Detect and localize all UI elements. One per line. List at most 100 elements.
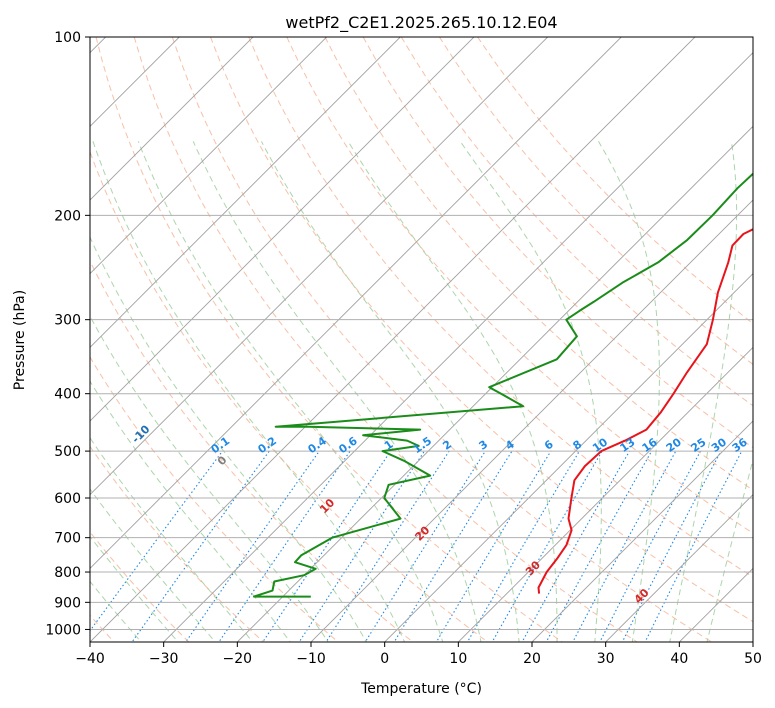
isotherm-line [90, 37, 475, 422]
moist-adiabat-line [90, 380, 291, 642]
mixing-ratio-label: 4 [503, 438, 517, 453]
mixing-ratio-label: 1.5 [411, 434, 434, 456]
isotherm-line [90, 37, 696, 642]
dry-adiabat-line [400, 37, 753, 407]
moist-adiabat-line [260, 141, 520, 642]
moist-adiabat-line [90, 235, 367, 642]
chart-title: wetPf2_C2E1.2025.265.10.12.E04 [285, 13, 557, 33]
profiles [253, 172, 753, 598]
moist-adiabat-line [90, 580, 142, 642]
moist-adiabat-line [92, 141, 406, 642]
plot-frame [89, 36, 754, 643]
x-axis-label: Temperature (°C) [360, 681, 482, 697]
mixing-ratio-line [262, 450, 392, 642]
isotherm-line [531, 420, 753, 642]
mixing-ratio-line [621, 450, 722, 642]
moist-adiabat-line [90, 488, 216, 642]
mixing-ratio-label: 0.4 [306, 434, 330, 456]
isotherm-line [605, 494, 753, 642]
dry-adiabat-line [133, 37, 638, 642]
isobar-grid [90, 37, 753, 630]
y-tick-label: 700 [54, 531, 81, 547]
dry-adiabat-line [362, 37, 753, 449]
temperature-profile [537, 228, 753, 594]
mixing-ratio-label: 20 [664, 435, 684, 455]
mixing-ratio-line [131, 450, 270, 642]
dry-adiabat-line [90, 445, 265, 642]
dewpoint-profile [253, 172, 753, 598]
isotherm-line [90, 37, 622, 569]
moist-adiabat-line [90, 535, 179, 642]
mixing-ratio-line [364, 450, 486, 642]
mixing-ratio-label: 6 [542, 438, 556, 453]
isotherm-line [752, 641, 753, 642]
x-tick-label: −10 [296, 651, 326, 667]
mixing-ratio-label: 3 [477, 438, 491, 453]
moist-adiabat-line [706, 457, 753, 642]
x-tick-label: −40 [75, 651, 105, 667]
adiabat-label: 0 [215, 453, 230, 468]
isotherm-line [90, 37, 180, 127]
y-tick-label: 400 [54, 387, 81, 403]
isotherm-line [457, 346, 753, 642]
mixing-ratio-label: 2 [440, 438, 454, 453]
x-tick-label: 20 [523, 651, 541, 667]
dry-adiabat-line [477, 37, 753, 325]
mixing-ratio-label: 36 [730, 435, 750, 455]
moist-adiabat-line [459, 141, 602, 642]
x-tick-label: 50 [744, 651, 762, 667]
isotherm-line [384, 273, 753, 642]
y-tick-label: 500 [54, 444, 81, 460]
mixing-ratio-label: 8 [571, 438, 585, 453]
adiabat-label: -10 [129, 422, 152, 445]
y-axis-label: Pressure (hPa) [12, 290, 28, 390]
isotherm-line [236, 125, 753, 642]
isotherm-line [90, 37, 549, 496]
mixing-ratio-line [644, 450, 743, 642]
dry-adiabat-line [324, 37, 753, 491]
mixing-ratio-label: 30 [709, 435, 729, 455]
y-axis-ticks: 100 200 300 400 500 600 700 800 900 1000 [45, 30, 90, 638]
mixing-ratio-line [325, 450, 450, 642]
adiabat-label: 30 [523, 558, 543, 578]
x-tick-label: −20 [223, 651, 253, 667]
line-labels: 0.10.20.40.611.52346810131620253036-100-… [0, 373, 750, 606]
dry-adiabat-line [90, 356, 339, 642]
dry-adiabat-line [248, 37, 753, 578]
isotherms [90, 37, 753, 642]
x-tick-label: −30 [149, 651, 179, 667]
isotherm-line [90, 37, 328, 275]
x-axis-ticks: −40 −30 −20 −10 0 10 20 30 40 50 [75, 642, 762, 667]
adiabat-label: 20 [412, 523, 432, 543]
moist-adiabat-line [137, 141, 444, 642]
y-tick-label: 600 [54, 491, 81, 507]
isotherm-line [90, 37, 401, 348]
y-tick-label: 900 [54, 595, 81, 611]
isotherm-line [90, 37, 254, 201]
mixing-ratio-label: 10 [590, 435, 610, 455]
moist-adiabat-line [598, 141, 660, 642]
mixing-ratio-label: 16 [640, 435, 660, 455]
y-tick-label: 300 [54, 313, 81, 329]
adiabat-label: 10 [317, 496, 337, 516]
x-tick-label: 0 [380, 651, 389, 667]
x-tick-label: 30 [597, 651, 615, 667]
isotherm-line [310, 199, 753, 642]
y-tick-label: 100 [54, 30, 81, 46]
moist-adiabat-line [669, 141, 738, 642]
moist-adiabat-line [192, 141, 482, 642]
dry-adiabat-line [90, 150, 489, 642]
plot-area: 0.10.20.40.611.52346810131620253036-100-… [0, 37, 753, 642]
dry-adiabat-line [90, 531, 190, 642]
moist-adiabat-line [347, 141, 558, 642]
mixing-ratio-line [90, 450, 223, 632]
mixing-ratio-label: 25 [689, 436, 709, 455]
dry-adiabat-line [171, 37, 713, 642]
y-tick-label: 1000 [45, 622, 81, 638]
isotherm-line [163, 52, 753, 642]
adiabat-label: -30 [0, 373, 6, 396]
y-tick-label: 200 [54, 208, 81, 224]
mixing-ratio-label: 13 [617, 436, 637, 455]
moist-adiabats [90, 141, 753, 642]
